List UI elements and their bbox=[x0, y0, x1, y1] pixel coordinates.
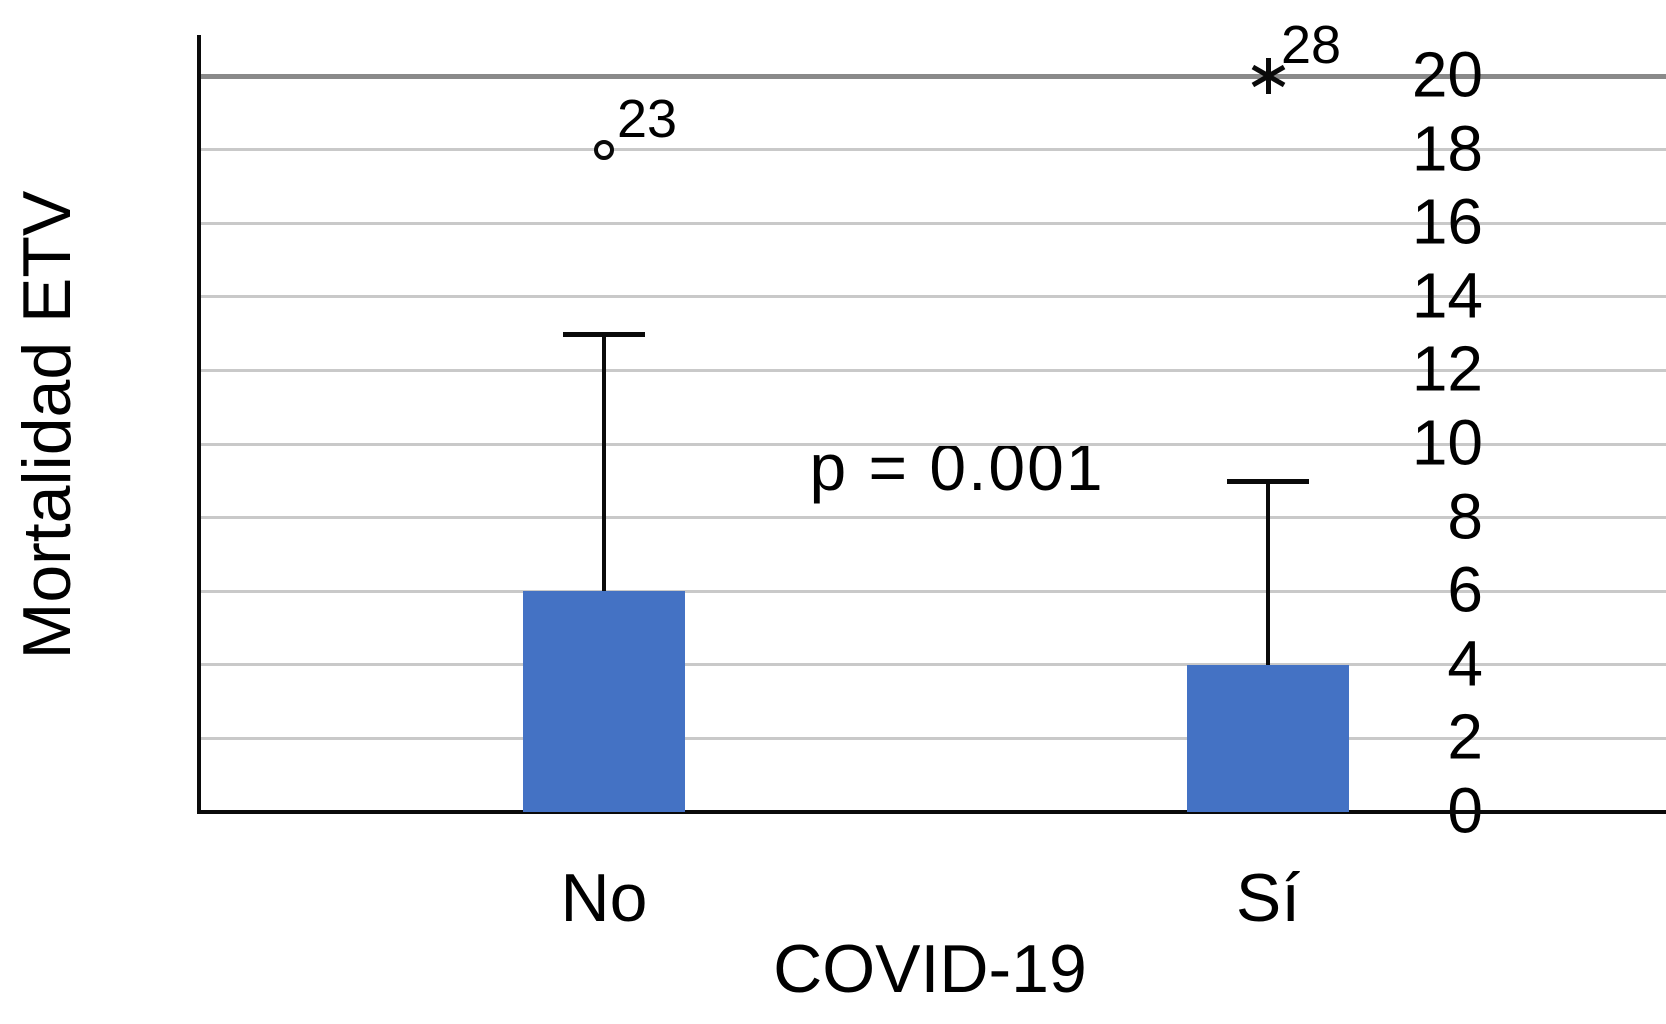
error-bar-cap bbox=[563, 331, 645, 337]
y-tick-label: 12 bbox=[1411, 333, 1483, 406]
outlier-case-label: 23 bbox=[617, 88, 678, 149]
gridline bbox=[199, 736, 1666, 740]
x-axis-line bbox=[197, 810, 1666, 814]
y-tick-label: 20 bbox=[1411, 38, 1483, 111]
y-tick-label: 18 bbox=[1411, 112, 1483, 185]
outlier-case-label: 28 bbox=[1281, 15, 1342, 75]
bar-No bbox=[523, 591, 685, 812]
y-tick-label: 8 bbox=[1447, 480, 1483, 553]
gridline bbox=[199, 663, 1666, 667]
y-axis-line bbox=[197, 35, 201, 814]
error-bar-cap bbox=[1227, 478, 1309, 484]
top-gridline bbox=[199, 73, 1666, 79]
circle-outlier-marker bbox=[594, 139, 614, 160]
x-tick-label-si: Sí bbox=[1235, 860, 1301, 936]
y-tick-label: 6 bbox=[1447, 553, 1483, 626]
gridline bbox=[199, 516, 1666, 520]
bar-Sí bbox=[1187, 664, 1349, 812]
x-tick-label-no: No bbox=[560, 860, 648, 936]
gridline bbox=[199, 295, 1666, 299]
y-tick-label: 2 bbox=[1447, 701, 1483, 774]
gridline bbox=[199, 221, 1666, 225]
gridline bbox=[199, 368, 1666, 372]
asterisk-outlier-marker bbox=[1249, 57, 1287, 95]
y-tick-label: 10 bbox=[1411, 406, 1483, 479]
y-tick-label: 16 bbox=[1411, 185, 1483, 258]
y-axis-title: Mortalidad ETV bbox=[9, 190, 85, 660]
gridline bbox=[199, 442, 1666, 446]
y-tick-label: 4 bbox=[1447, 627, 1483, 700]
gridline bbox=[199, 148, 1666, 152]
x-axis-title: COVID-19 bbox=[773, 931, 1087, 1007]
gridline bbox=[199, 589, 1666, 593]
error-bar-line bbox=[1266, 480, 1270, 665]
y-tick-label: 14 bbox=[1411, 259, 1483, 332]
error-bar-line bbox=[602, 333, 606, 592]
